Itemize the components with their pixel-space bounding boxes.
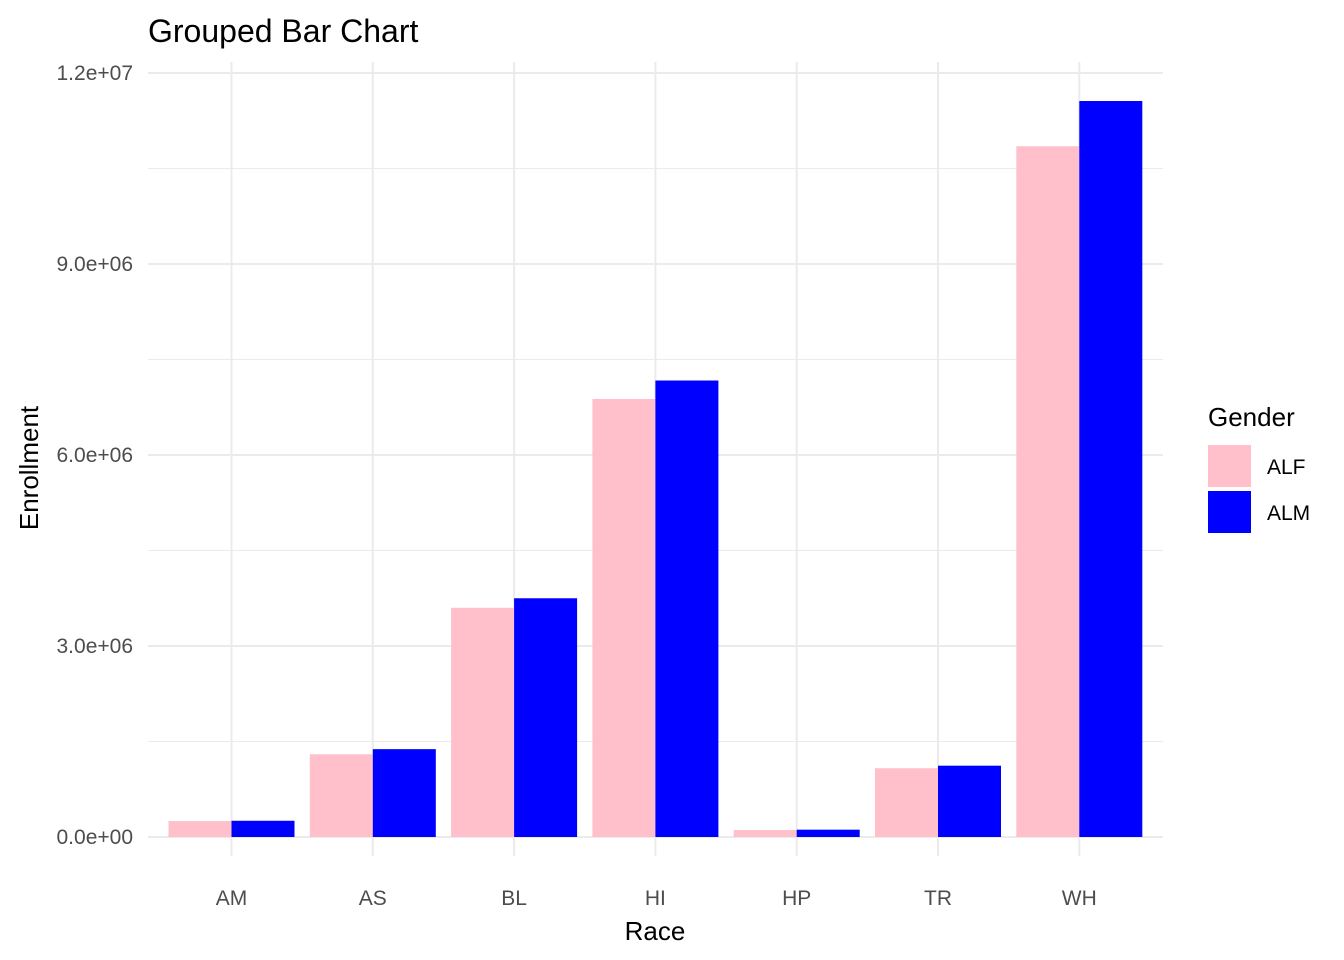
bar-alf-am bbox=[168, 821, 232, 837]
legend-title: Gender bbox=[1208, 402, 1295, 432]
bar-alf-hp bbox=[733, 829, 797, 837]
x-tick-label: BL bbox=[501, 887, 527, 910]
bar-alm-wh bbox=[1079, 101, 1143, 838]
y-tick-label: 1.2e+07 bbox=[57, 62, 134, 85]
bar-alm-hp bbox=[796, 829, 860, 837]
bar-alm-hi bbox=[655, 380, 719, 837]
bar-alm-am bbox=[231, 820, 295, 837]
bar-alm-tr bbox=[938, 765, 1001, 837]
bar-alf-as bbox=[309, 754, 373, 837]
x-tick-label: AS bbox=[359, 887, 387, 910]
bar-alf-bl bbox=[451, 607, 515, 837]
y-tick-label: 0.0e+00 bbox=[57, 826, 134, 849]
x-tick-label: WH bbox=[1062, 887, 1097, 910]
bar-alm-bl bbox=[514, 598, 578, 837]
x-axis-title: Race bbox=[625, 916, 686, 946]
x-tick-label: HI bbox=[645, 887, 666, 910]
bar-alf-hi bbox=[592, 398, 656, 837]
legend-label: ALF bbox=[1267, 456, 1306, 479]
bar-alf-tr bbox=[875, 768, 938, 837]
bar-alf-wh bbox=[1016, 146, 1080, 837]
x-tick-label: AM bbox=[216, 887, 248, 910]
y-axis-title: Enrollment bbox=[14, 405, 44, 530]
axes-layer: 0.0e+00 3.0e+06 6.0e+06 9.0e+06 1.2e+07 AM AS B… bbox=[57, 62, 1097, 910]
bars-layer bbox=[168, 101, 1143, 838]
legend-label: ALM bbox=[1267, 502, 1310, 525]
y-tick-label: 3.0e+06 bbox=[57, 635, 134, 658]
x-tick-label: TR bbox=[924, 887, 952, 910]
legend: Gender ALF ALM bbox=[1208, 402, 1310, 533]
y-tick-label: 9.0e+06 bbox=[57, 253, 134, 276]
legend-key-alm bbox=[1208, 491, 1251, 533]
y-tick-label: 6.0e+06 bbox=[57, 444, 134, 467]
chart-title: Grouped Bar Chart bbox=[148, 13, 418, 49]
legend-key-alf bbox=[1208, 445, 1251, 487]
x-tick-label: HP bbox=[782, 887, 811, 910]
bar-alm-as bbox=[372, 749, 436, 837]
